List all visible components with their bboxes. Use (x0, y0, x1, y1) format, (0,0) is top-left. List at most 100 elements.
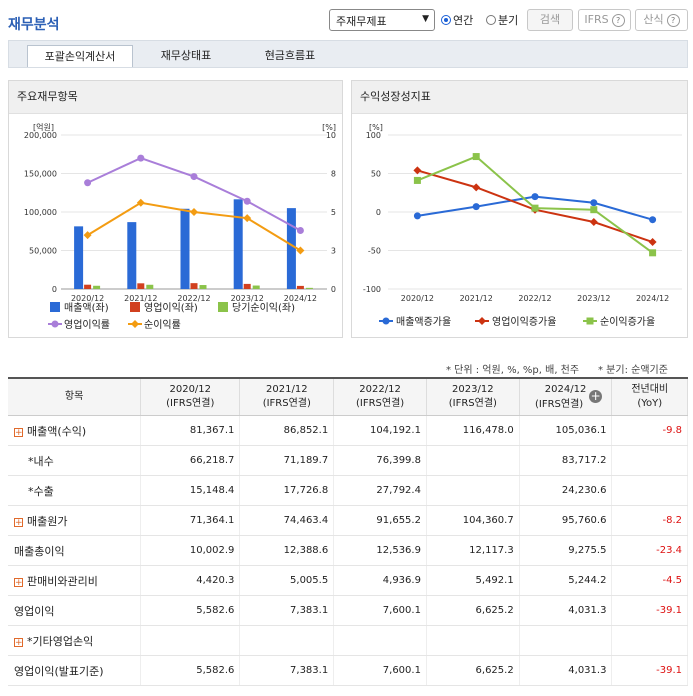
value-cell: 81,367.1 (140, 415, 241, 446)
legend-label: 순이익증가율 (600, 316, 655, 328)
table-row: 영업이익(발표기준) 5,582.6 7,383.1 7,600.1 6,625.2 4,… (8, 655, 688, 686)
legend-label: 당기순이익(좌) (232, 302, 295, 314)
row-label-cell[interactable]: + 매출원가 (8, 505, 142, 536)
growth-point-0 (472, 203, 480, 211)
yoy-cell: -9.8 (611, 415, 688, 446)
row-label-cell[interactable]: + 판매비와관리비 (8, 565, 142, 596)
growth-point-0 (531, 193, 539, 201)
value-cell: 5,492.1 (426, 565, 520, 596)
expand-plus-icon[interactable]: + (14, 427, 23, 438)
line-point-0 (137, 154, 145, 162)
row-label-cell: *내수 (8, 445, 142, 476)
formula-help-button[interactable]: 산식? (635, 9, 688, 31)
bar-0 (233, 199, 243, 289)
x-tick-label: 2020/12 (401, 294, 434, 303)
expand-plus-icon[interactable]: + (14, 637, 23, 648)
value-cell: 71,189.7 (239, 445, 335, 476)
legend-marker (131, 320, 139, 328)
growth-chart: [%]100 50 0 -50 -100 2020/12 2021/12 2022/12 202… (363, 123, 682, 328)
yoy-cell: -39.1 (611, 655, 688, 686)
growth-point-0 (413, 212, 421, 220)
statement-tabs: 포괄손익계산서 재무상태표 현금흐름표 (8, 40, 688, 68)
value-cell: 105,036.1 (519, 415, 613, 446)
row-label-cell[interactable]: + 매출액(수익) (8, 415, 142, 446)
radio-annual-label: 연간 (453, 14, 474, 27)
header-label: 전년대비 (631, 384, 669, 395)
value-cell (333, 625, 427, 656)
value-cell: 12,388.6 (239, 535, 335, 566)
row-label: 영업이익 (14, 604, 55, 618)
row-label: 영업이익(발표기준) (14, 664, 104, 678)
value-cell: 4,031.3 (519, 595, 613, 626)
bar-2 (146, 284, 154, 289)
bar-2 (252, 285, 260, 289)
value-cell: 12,117.3 (426, 535, 520, 566)
yoy-cell: -8.2 (611, 505, 688, 536)
row-label: 매출총이익 (14, 544, 65, 558)
select-value: 주재무제표 (336, 15, 387, 28)
growth-point-2 (413, 176, 421, 184)
radio-quarter[interactable]: 분기 (486, 12, 518, 28)
growth-point-1 (472, 183, 481, 192)
help-icon: ? (611, 14, 625, 27)
line-point-1 (190, 208, 198, 216)
growth-title: 수익성장성지표 (352, 81, 687, 114)
value-cell: 27,792.4 (333, 475, 427, 506)
header-sublabel: (IFRS연결) (534, 398, 584, 410)
major-items-title: 주요재무항목 (9, 81, 342, 114)
add-column-icon[interactable]: + (589, 388, 603, 403)
yoy-cell: -39.1 (611, 595, 688, 626)
y-tick-label: 0 (376, 208, 381, 217)
search-button[interactable]: 검색 (527, 9, 573, 31)
bar-1 (137, 283, 145, 289)
major-items-chart: [억원] [%] 200,000 10 150,000 8 100,000 5 50,000 3 0… (24, 122, 336, 331)
yoy-cell: -23.4 (611, 535, 688, 566)
row-label-cell[interactable]: + *기타영업손익 (8, 625, 142, 656)
tab-balance-sheet[interactable]: 재무상태표 (160, 49, 212, 62)
ifrs-help-button[interactable]: IFRS? (578, 9, 631, 31)
bar-1 (296, 285, 304, 289)
value-cell: 12,536.9 (333, 535, 427, 566)
value-cell: 104,360.7 (426, 505, 520, 536)
header-col: 2023/12 (IFRS연결) (426, 377, 520, 416)
header-label: 2023/12 (452, 384, 494, 395)
header-label: 2021/12 (266, 384, 308, 395)
tab-income-statement[interactable]: 포괄손익계산서 (27, 45, 133, 67)
legend-swatch (218, 302, 228, 312)
statement-type-select[interactable]: 주재무제표 ▼ (329, 9, 435, 31)
value-cell: 71,364.1 (140, 505, 241, 536)
value-cell: 91,655.2 (333, 505, 427, 536)
value-cell (426, 445, 520, 476)
x-tick-label: 2020/12 (71, 294, 104, 303)
quarter-note: * 분기: 순액기준 (598, 365, 668, 376)
legend-label: 매출액(좌) (64, 302, 109, 314)
value-cell (426, 475, 520, 506)
table-row: + 매출원가 71,364.1 74,463.4 91,655.2 104,360.7 95… (8, 505, 688, 536)
table-row: + *기타영업손익 (8, 625, 688, 656)
x-tick-label: 2021/12 (460, 294, 493, 303)
row-label-cell: *수출 (8, 475, 142, 506)
expand-plus-icon[interactable]: + (14, 517, 23, 528)
header-sublabel: (IFRS연결) (355, 398, 405, 409)
tab-cash-flow[interactable]: 현금흐름표 (264, 49, 316, 62)
table-row: *내수 66,218.7 71,189.7 76,399.8 83,717.2 (8, 445, 688, 476)
header-item: 항목 (8, 377, 142, 416)
value-cell: 66,218.7 (140, 445, 241, 476)
header: 재무분석 주재무제표 ▼ 연간 분기 검색 IFRS? 산식? (0, 0, 693, 40)
growth-point-1 (413, 166, 422, 175)
value-cell: 76,399.8 (333, 445, 427, 476)
table-row: + 판매비와관리비 4,420.3 5,005.5 4,936.9 5,492.1 5,24… (8, 565, 688, 596)
row-label-cell: 매출총이익 (8, 535, 142, 566)
row-label: *내수 (28, 454, 54, 468)
value-cell: 4,420.3 (140, 565, 241, 596)
table-body: + 매출액(수익) 81,367.1 86,852.1 104,192.1 116,478… (8, 415, 688, 686)
value-cell: 5,005.5 (239, 565, 335, 596)
radio-annual[interactable]: 연간 (441, 12, 473, 28)
expand-plus-icon[interactable]: + (14, 577, 23, 588)
bar-0 (180, 208, 190, 289)
growth-point-2 (531, 204, 539, 212)
bar-2 (199, 285, 207, 289)
value-cell: 5,582.6 (140, 595, 241, 626)
value-cell: 5,582.6 (140, 655, 241, 686)
value-cell: 17,726.8 (239, 475, 335, 506)
